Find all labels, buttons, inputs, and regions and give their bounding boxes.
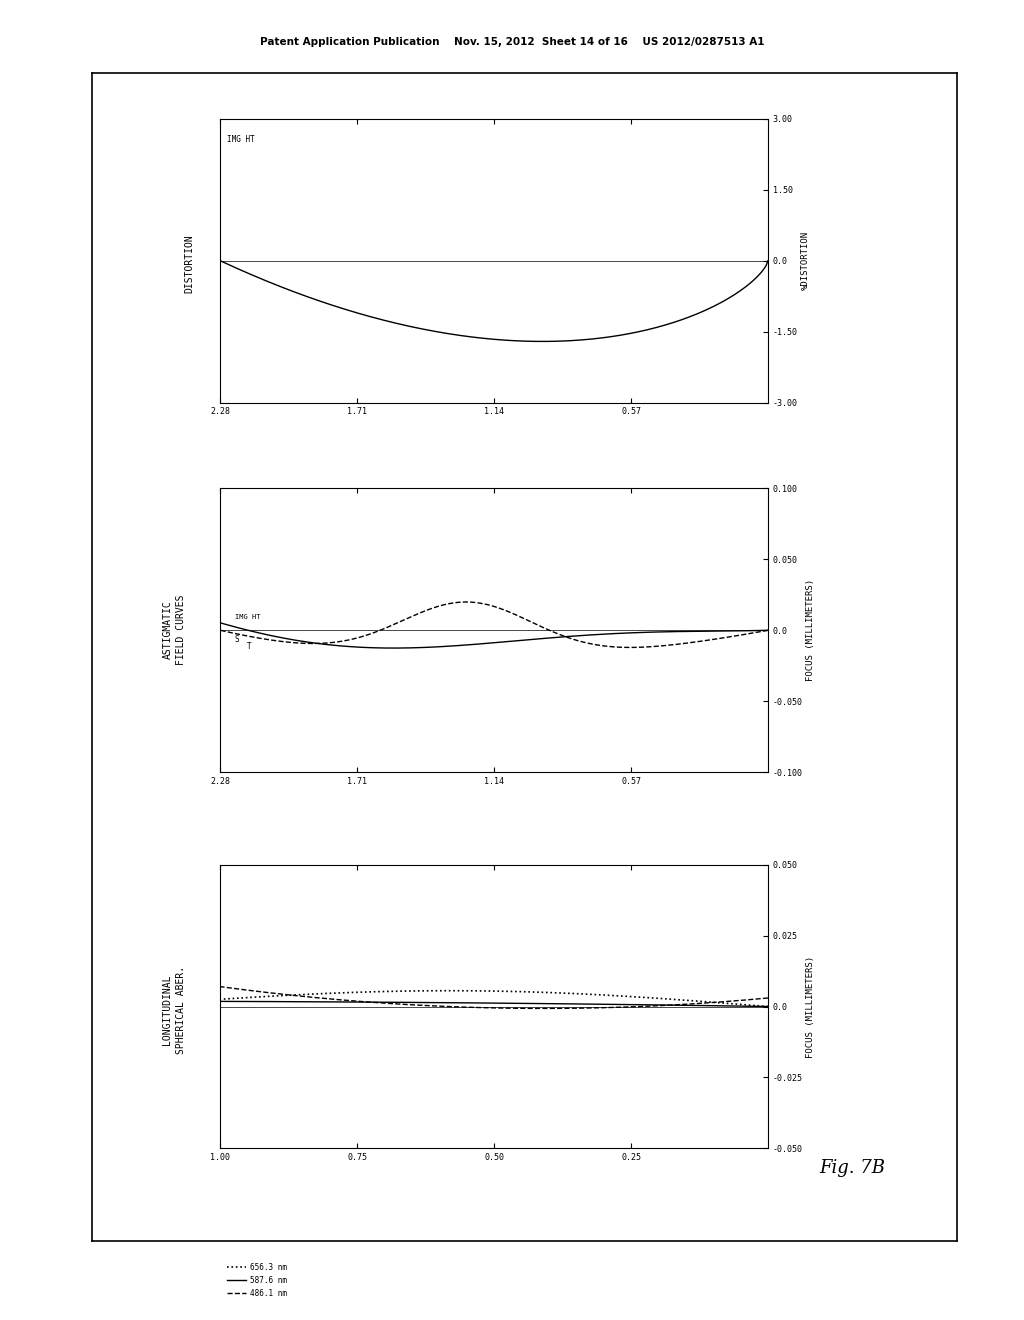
- Text: Patent Application Publication    Nov. 15, 2012  Sheet 14 of 16    US 2012/02875: Patent Application Publication Nov. 15, …: [260, 37, 764, 48]
- Text: IMG HT: IMG HT: [227, 136, 255, 144]
- Y-axis label: %DISTORTION: %DISTORTION: [801, 231, 810, 290]
- Text: LONGITUDINAL
SPHERICAL ABER.: LONGITUDINAL SPHERICAL ABER.: [163, 966, 185, 1053]
- Text: ASTIGMATIC
FIELD CURVES: ASTIGMATIC FIELD CURVES: [163, 594, 185, 665]
- Text: DISTORTION: DISTORTION: [184, 235, 195, 293]
- Y-axis label: FOCUS (MILLIMETERS): FOCUS (MILLIMETERS): [806, 956, 815, 1057]
- Text: S: S: [234, 635, 240, 644]
- Text: IMG HT: IMG HT: [234, 614, 260, 620]
- Y-axis label: FOCUS (MILLIMETERS): FOCUS (MILLIMETERS): [806, 579, 815, 681]
- Text: T: T: [247, 642, 251, 651]
- Text: Fig. 7B: Fig. 7B: [819, 1159, 885, 1177]
- Legend: 656.3 nm, 587.6 nm, 486.1 nm: 656.3 nm, 587.6 nm, 486.1 nm: [224, 1259, 290, 1300]
